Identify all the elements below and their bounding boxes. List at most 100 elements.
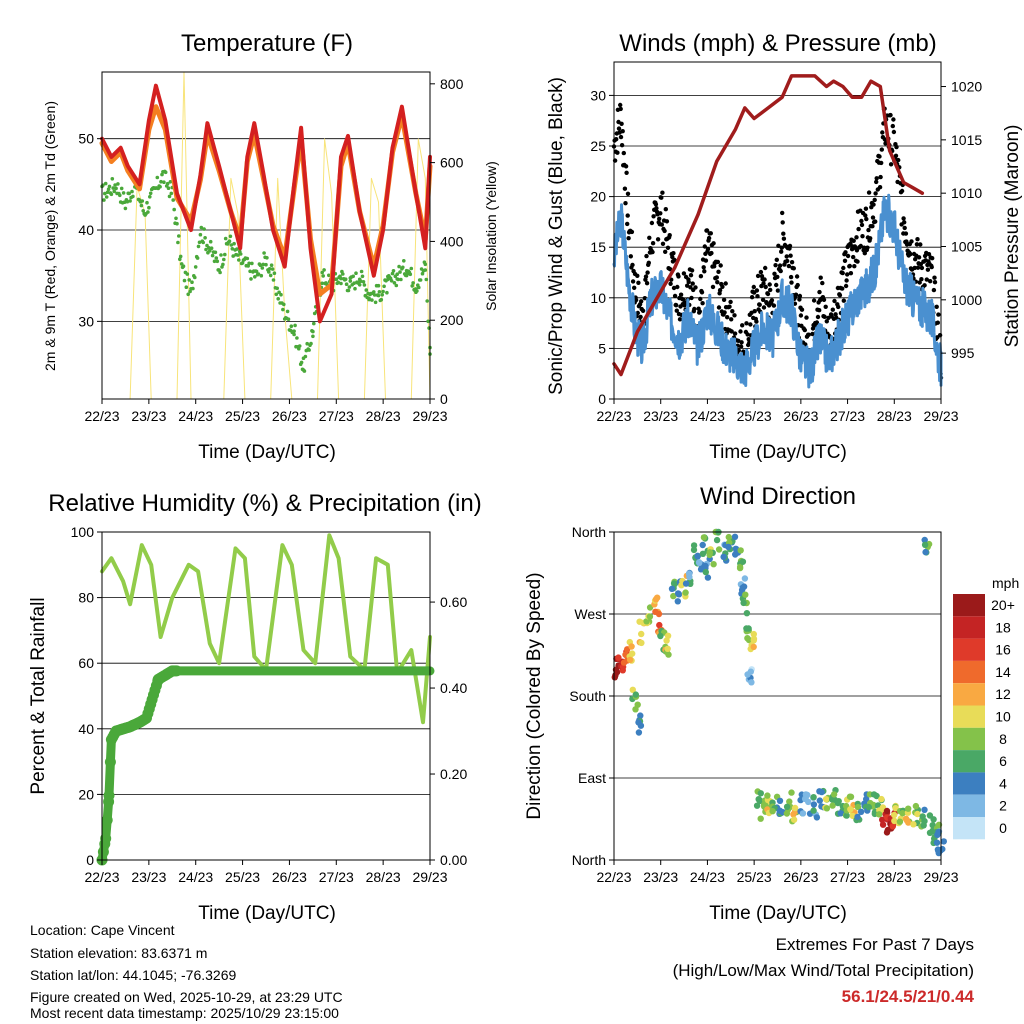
direction-point: [748, 679, 755, 686]
gust-point: [864, 216, 869, 222]
dewpoint-point: [105, 190, 110, 194]
dewpoint-point: [269, 263, 274, 268]
dewpoint-point: [111, 186, 115, 190]
gust-point: [871, 202, 876, 207]
gust-point: [877, 154, 882, 159]
gust-point: [821, 297, 827, 302]
y-tick-label: 80: [78, 590, 94, 606]
gust-point: [789, 260, 795, 265]
dewpoint-point: [102, 198, 106, 202]
gust-point: [873, 191, 878, 196]
direction-point: [704, 574, 712, 581]
dewpoint-point: [160, 172, 164, 177]
gust-point: [919, 265, 925, 271]
dewpoint-point: [228, 234, 233, 239]
dewpoint-point: [423, 262, 428, 267]
gust-point: [710, 284, 716, 290]
direction-point: [685, 570, 693, 577]
gust-point: [705, 246, 711, 252]
gust-point: [880, 130, 885, 135]
dewpoint-point: [354, 271, 358, 276]
direction-point: [934, 831, 941, 838]
gust-point: [628, 254, 633, 259]
dewpoint-point: [201, 240, 205, 245]
dewpoint-point: [203, 236, 207, 240]
gust-point: [845, 253, 851, 259]
gust-point: [866, 227, 871, 233]
dewpoint-point: [114, 186, 118, 191]
y-right-tick-label: 600: [440, 155, 464, 171]
recent-data-line: Most recent data timestamp: 2025/10/29 2…: [30, 1005, 339, 1021]
gust-point: [778, 268, 783, 274]
gust-point: [744, 321, 749, 326]
direction-point: [750, 630, 757, 638]
dewpoint-point: [272, 271, 277, 276]
gust-point: [757, 302, 762, 307]
direction-point: [720, 553, 727, 561]
legend-label: 20+: [991, 597, 1015, 613]
x-tick-label: 29/23: [412, 408, 447, 424]
dewpoint-point: [376, 283, 381, 288]
dewpoint-point: [351, 274, 356, 279]
gust-point: [914, 242, 920, 247]
winds-plot-area: [611, 74, 944, 389]
gust-point: [645, 270, 650, 275]
dewpoint-point: [212, 259, 217, 264]
gust-point: [845, 272, 850, 277]
gust-point: [723, 281, 728, 286]
gust-point: [643, 274, 649, 279]
gust-point: [775, 274, 780, 280]
gust-point: [739, 340, 744, 345]
gust-point: [784, 254, 789, 259]
gust-point: [874, 176, 879, 181]
dewpoint-point: [122, 200, 127, 204]
direction-point: [737, 547, 744, 554]
direction-point: [902, 815, 910, 822]
dewpoint-point: [231, 254, 235, 258]
legend-swatch: [953, 683, 985, 706]
gust-point: [815, 314, 821, 320]
direction-point: [810, 801, 818, 808]
gust-point: [810, 326, 816, 331]
dewpoint-point: [367, 297, 371, 302]
gust-point: [762, 277, 767, 282]
gust-point: [675, 284, 680, 290]
x-tick-label: 25/23: [225, 869, 260, 885]
gust-point: [817, 289, 822, 295]
dewpoint-point: [322, 268, 326, 272]
direction-point: [632, 691, 639, 698]
direction-point: [657, 632, 664, 640]
gust-point: [901, 216, 906, 221]
gust-point: [646, 260, 651, 265]
winds-ylabel: Sonic/Prop Wind & Gust (Blue, Black): [546, 77, 567, 395]
dewpoint-point: [223, 252, 227, 257]
gust-point: [858, 243, 863, 249]
gust-point: [798, 313, 804, 318]
dewpoint-point: [187, 278, 191, 282]
gust-point: [711, 241, 716, 246]
direction-point: [776, 797, 784, 804]
gust-point: [650, 241, 656, 246]
gust-point: [688, 273, 694, 278]
gust-point: [779, 245, 784, 250]
y-tick-label: 25: [590, 138, 606, 154]
gust-point: [843, 283, 849, 289]
gust-point: [802, 327, 807, 333]
direction-point: [629, 686, 636, 693]
gust-point: [740, 323, 745, 328]
dewpoint-point: [275, 286, 280, 291]
dewpoint-point: [353, 286, 357, 291]
temperature-left-ticks: 30 40 50: [78, 131, 102, 329]
dewpoint-point: [270, 267, 275, 271]
dewpoint-point: [372, 290, 376, 294]
gust-point: [863, 206, 869, 211]
direction-point: [802, 791, 810, 798]
dewpoint-point: [409, 266, 414, 271]
gust-point: [785, 258, 790, 264]
gust-point: [708, 231, 713, 236]
dewpoint-point: [408, 272, 413, 277]
direction-point: [665, 651, 672, 658]
dewpoint-point: [307, 348, 311, 352]
direction-point: [696, 559, 703, 566]
dewpoint-point: [346, 288, 351, 293]
